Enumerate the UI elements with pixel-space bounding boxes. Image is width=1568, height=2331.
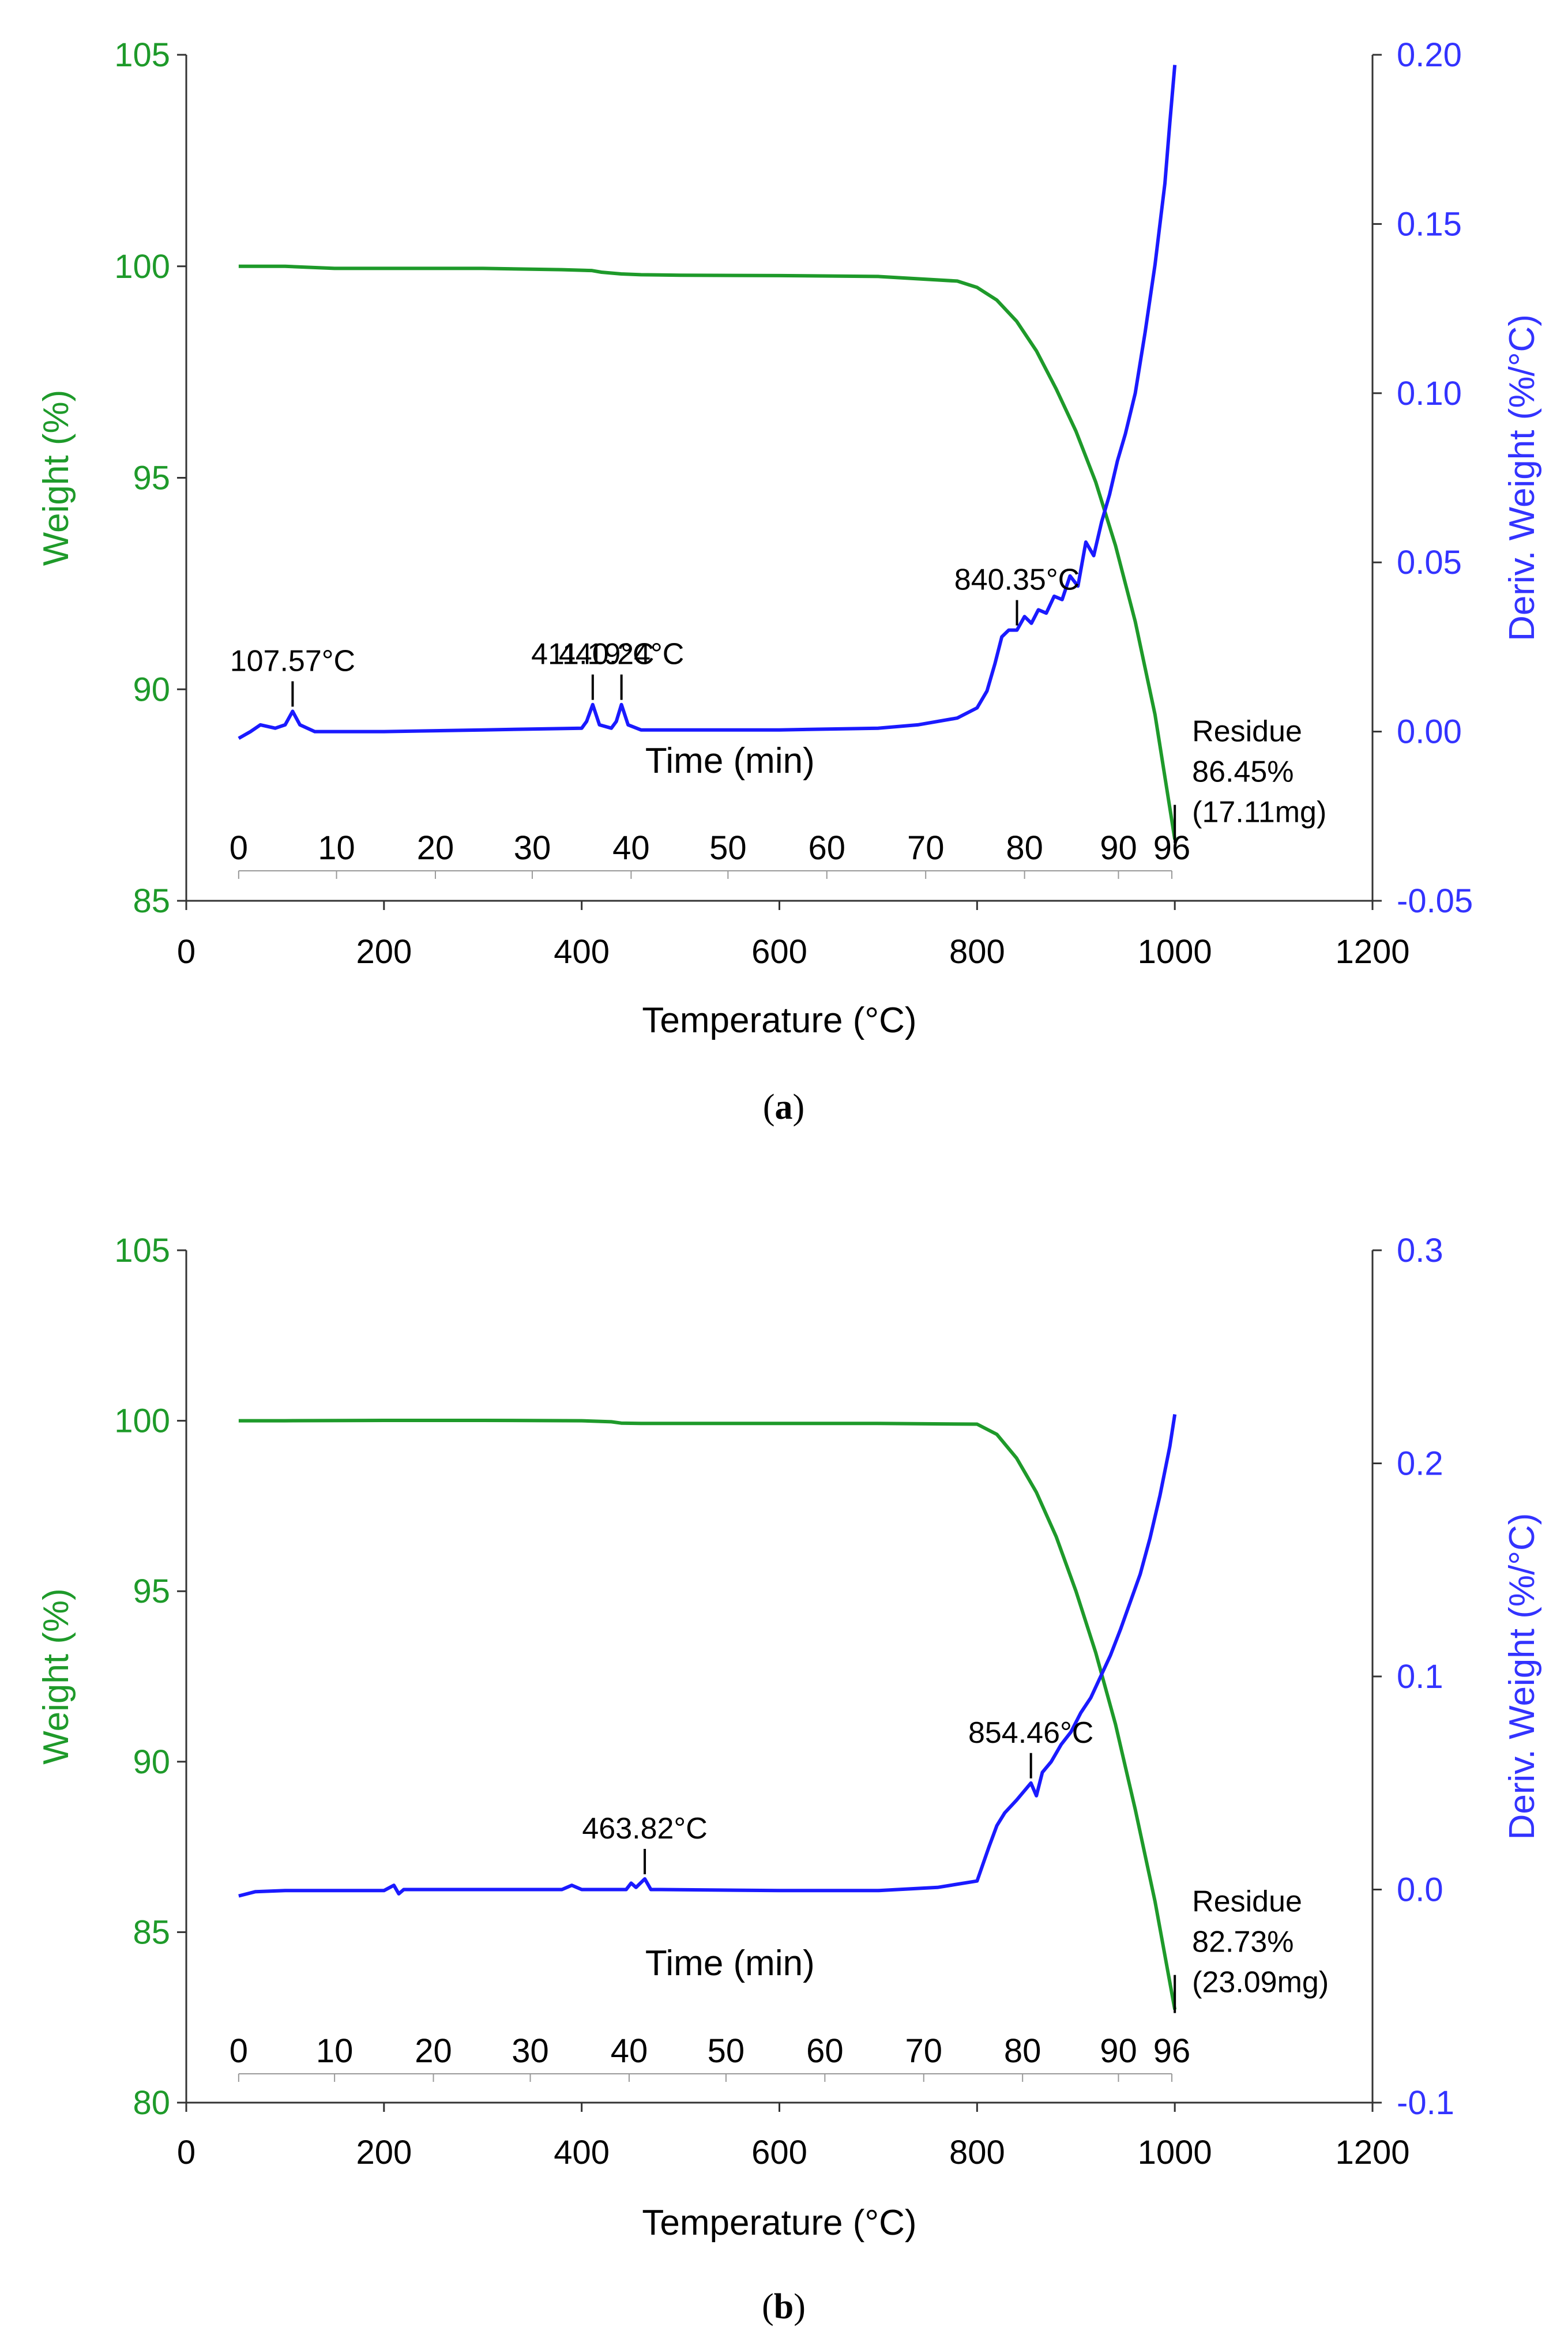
left-tick-label: 90 bbox=[133, 671, 170, 708]
time-tick-label: 20 bbox=[415, 2032, 452, 2070]
time-axis-title: Time (min) bbox=[645, 1943, 815, 1983]
caption-open: ( bbox=[763, 1088, 775, 1127]
y-axis-right-title: Deriv. Weight (%/°C) bbox=[1502, 1513, 1542, 1840]
right-tick-label: -0.05 bbox=[1397, 882, 1473, 920]
deriv-weight-curve bbox=[238, 1414, 1177, 1898]
time-tick-label: 70 bbox=[907, 829, 945, 867]
bottom-tick-label: 200 bbox=[356, 933, 412, 971]
y-axis-left-title: Weight (%) bbox=[36, 390, 76, 566]
time-tick-label: 10 bbox=[316, 2032, 354, 2070]
time-tick-label: 80 bbox=[1006, 829, 1043, 867]
residue-mass: (23.09mg) bbox=[1192, 1966, 1329, 1999]
bottom-tick-label: 600 bbox=[751, 933, 807, 971]
right-tick-label: 0.10 bbox=[1397, 375, 1462, 412]
right-tick-label: -0.1 bbox=[1397, 2084, 1454, 2122]
left-tick-label: 100 bbox=[114, 1403, 170, 1440]
y-axis-left-title: Weight (%) bbox=[36, 1588, 76, 1765]
peak-annotation: 440.24°C bbox=[559, 638, 684, 671]
time-tick-label: 40 bbox=[611, 2032, 648, 2070]
time-tick-label: 96 bbox=[1153, 829, 1191, 867]
time-tick-label: 90 bbox=[1100, 829, 1137, 867]
left-tick-label: 105 bbox=[114, 36, 170, 74]
left-tick-label: 85 bbox=[133, 1913, 170, 1951]
time-tick-label: 80 bbox=[1004, 2032, 1041, 2070]
weight-curve bbox=[238, 264, 1177, 840]
time-axis-title: Time (min) bbox=[645, 741, 815, 781]
y-axis-right-title: Deriv. Weight (%/°C) bbox=[1502, 314, 1542, 641]
left-tick-label: 95 bbox=[133, 1573, 170, 1610]
bottom-tick-label: 600 bbox=[751, 2134, 807, 2171]
left-tick-label: 80 bbox=[133, 2084, 170, 2122]
peak-annotation: 411.19°C bbox=[531, 638, 655, 671]
weight-curve bbox=[238, 1419, 1177, 2010]
panel-caption: (b) bbox=[762, 2287, 806, 2326]
time-tick-label: 90 bbox=[1100, 2032, 1137, 2070]
right-tick-label: 0.3 bbox=[1397, 1232, 1443, 1269]
residue-percent: 86.45% bbox=[1192, 755, 1293, 789]
residue-label: Residue bbox=[1192, 715, 1302, 749]
time-tick-label: 40 bbox=[612, 829, 650, 867]
time-tick-label: 30 bbox=[514, 829, 551, 867]
time-tick-label: 60 bbox=[809, 829, 846, 867]
bottom-tick-label: 0 bbox=[177, 2134, 195, 2171]
bottom-tick-label: 1000 bbox=[1138, 2134, 1212, 2171]
peak-annotation: 840.35°C bbox=[954, 563, 1080, 597]
time-tick-label: 50 bbox=[709, 829, 747, 867]
panel-caption: (a) bbox=[763, 1088, 804, 1127]
bottom-tick-label: 200 bbox=[356, 2134, 412, 2171]
left-tick-label: 90 bbox=[133, 1743, 170, 1781]
bottom-tick-label: 800 bbox=[949, 933, 1005, 971]
bottom-tick-label: 1000 bbox=[1138, 933, 1212, 971]
time-tick-label: 0 bbox=[230, 2032, 248, 2070]
bottom-tick-label: 800 bbox=[949, 2134, 1005, 2171]
caption-close: ) bbox=[793, 1088, 805, 1127]
caption-letter: b bbox=[774, 2287, 794, 2326]
time-tick-label: 30 bbox=[512, 2032, 549, 2070]
bottom-tick-label: 400 bbox=[554, 933, 610, 971]
right-tick-label: 0.15 bbox=[1397, 205, 1462, 243]
deriv-weight-curve bbox=[238, 65, 1177, 740]
residue-percent: 82.73% bbox=[1192, 1926, 1293, 1959]
left-tick-label: 95 bbox=[133, 460, 170, 497]
right-tick-label: 0.20 bbox=[1397, 36, 1462, 74]
bottom-tick-label: 1200 bbox=[1335, 2134, 1409, 2171]
bottom-tick-label: 400 bbox=[554, 2134, 610, 2171]
x-axis-title: Temperature (°C) bbox=[642, 1001, 916, 1040]
peak-annotation: 107.57°C bbox=[230, 644, 355, 678]
time-tick-label: 70 bbox=[905, 2032, 943, 2070]
time-tick-label: 10 bbox=[318, 829, 355, 867]
caption-letter: a bbox=[775, 1088, 793, 1127]
peak-annotation: 854.46°C bbox=[968, 1716, 1093, 1750]
time-tick-label: 60 bbox=[806, 2032, 844, 2070]
caption-open: ( bbox=[762, 2287, 774, 2326]
left-tick-label: 85 bbox=[133, 882, 170, 920]
right-tick-label: 0.2 bbox=[1397, 1445, 1443, 1483]
time-tick-label: 20 bbox=[417, 829, 454, 867]
right-tick-label: 0.0 bbox=[1397, 1871, 1443, 1909]
right-tick-label: 0.00 bbox=[1397, 713, 1462, 751]
peak-annotation: 463.82°C bbox=[582, 1812, 707, 1845]
residue-mass: (17.11mg) bbox=[1192, 796, 1326, 829]
time-tick-label: 96 bbox=[1153, 2032, 1191, 2070]
time-tick-label: 50 bbox=[708, 2032, 745, 2070]
time-tick-label: 0 bbox=[230, 829, 248, 867]
bottom-tick-label: 0 bbox=[177, 933, 195, 971]
right-tick-label: 0.05 bbox=[1397, 544, 1462, 581]
x-axis-title: Temperature (°C) bbox=[642, 2203, 916, 2243]
left-tick-label: 100 bbox=[114, 248, 170, 285]
right-tick-label: 0.1 bbox=[1397, 1658, 1443, 1695]
residue-label: Residue bbox=[1192, 1885, 1302, 1919]
bottom-tick-label: 1200 bbox=[1335, 933, 1409, 971]
caption-close: ) bbox=[794, 2287, 806, 2326]
left-tick-label: 105 bbox=[114, 1232, 170, 1269]
